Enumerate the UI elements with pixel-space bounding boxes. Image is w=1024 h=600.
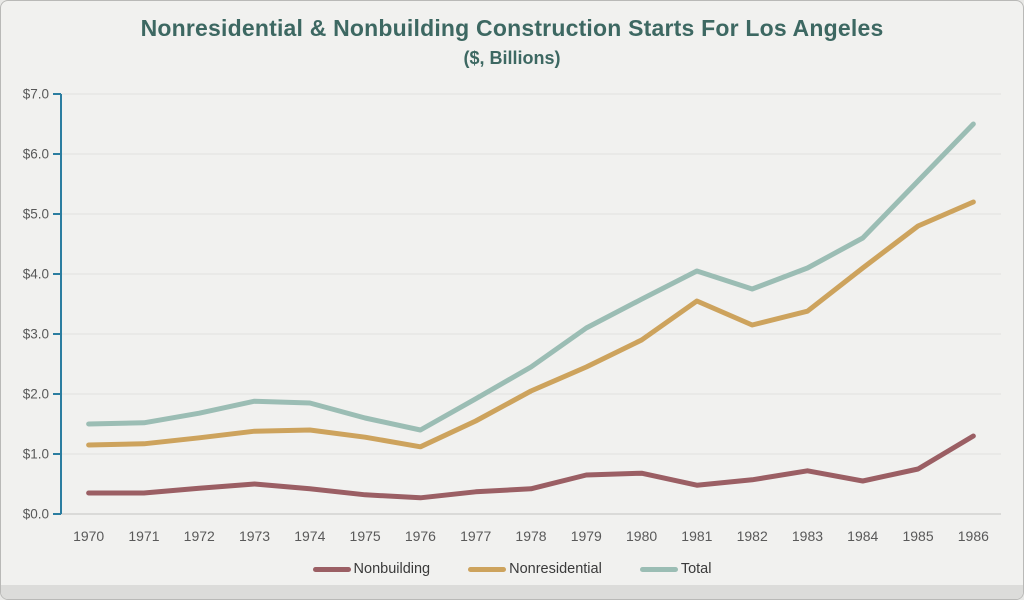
legend-label: Nonresidential — [509, 561, 602, 577]
y-axis-label: $5.0 — [23, 207, 49, 222]
y-axis-label: $0.0 — [23, 507, 49, 522]
y-axis-label: $2.0 — [23, 387, 49, 402]
x-axis-label: 1984 — [847, 528, 878, 544]
x-axis-label: 1986 — [958, 528, 989, 544]
x-axis-label: 1977 — [460, 528, 491, 544]
x-axis-label: 1985 — [902, 528, 933, 544]
y-axis-label: $7.0 — [23, 87, 49, 102]
x-axis-label: 1978 — [515, 528, 546, 544]
chart-legend: Nonbuilding Nonresidential Total — [1, 556, 1023, 582]
chart-header: Nonresidential & Nonbuilding Constructio… — [1, 15, 1023, 69]
x-axis-label: 1973 — [239, 528, 270, 544]
x-axis-label: 1975 — [350, 528, 381, 544]
series-line-total — [86, 121, 976, 433]
x-axis-label: 1983 — [792, 528, 823, 544]
x-axis-label: 1970 — [73, 528, 104, 544]
legend-swatch-nonbuilding — [312, 566, 351, 572]
x-axis-label: 1972 — [184, 528, 215, 544]
chart-subtitle: ($, Billions) — [463, 48, 561, 68]
x-axis-label: 1976 — [405, 528, 436, 544]
y-axis-label: $4.0 — [23, 267, 49, 282]
series-line-nonresidential — [86, 199, 976, 450]
window-bottom-bar — [1, 585, 1023, 599]
x-axis-label: 1971 — [128, 528, 159, 544]
legend-item-nonbuilding: Nonbuilding — [312, 561, 431, 577]
legend-label: Total — [680, 561, 712, 577]
legend-swatch-nonresidential — [468, 566, 507, 572]
series-line-nonbuilding — [86, 433, 976, 501]
x-axis-label: 1981 — [681, 528, 712, 544]
y-axis-label: $6.0 — [23, 147, 49, 162]
y-axis-label: $1.0 — [23, 447, 49, 462]
chart-title: Nonresidential & Nonbuilding Constructio… — [140, 15, 884, 41]
legend-swatch-total — [639, 566, 678, 572]
legend-item-nonresidential: Nonresidential — [468, 561, 602, 577]
x-axis-label: 1979 — [571, 528, 602, 544]
y-axis-label: $3.0 — [23, 327, 49, 342]
x-axis-label: 1982 — [737, 528, 768, 544]
x-axis-label: 1980 — [626, 528, 657, 544]
legend-label: Nonbuilding — [353, 561, 431, 577]
x-axis-label: 1974 — [294, 528, 325, 544]
legend-item-total: Total — [639, 561, 712, 577]
